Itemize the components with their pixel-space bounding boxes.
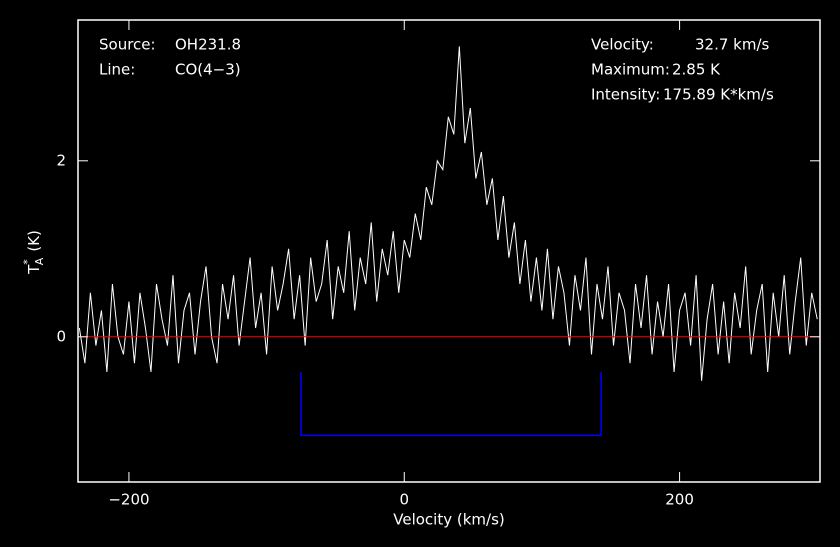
window-box bbox=[300, 372, 602, 437]
y-tick-label: 2 bbox=[56, 151, 66, 169]
info-label: Intensity: bbox=[591, 86, 660, 104]
y-axis-label: T*A (K) bbox=[21, 230, 46, 275]
info-label: Source: bbox=[99, 36, 156, 54]
info-label: Line: bbox=[99, 61, 135, 79]
info-label: Maximum: bbox=[591, 61, 670, 79]
info-value: 175.89 K*km/s bbox=[663, 86, 774, 104]
x-axis-label: Velocity (km/s) bbox=[393, 511, 504, 529]
x-tick-label: 0 bbox=[399, 491, 409, 509]
spectrum bbox=[78, 46, 818, 381]
info-value: 2.85 K bbox=[672, 61, 721, 79]
info-label: Velocity: bbox=[591, 36, 654, 54]
y-tick-label: 0 bbox=[56, 327, 66, 345]
y-label-sub: A bbox=[33, 257, 46, 265]
y-label-unit: (K) bbox=[25, 230, 43, 252]
plot-frame bbox=[77, 19, 821, 483]
y-label-base: T bbox=[25, 264, 43, 275]
info-value: OH231.8 bbox=[175, 36, 241, 54]
x-tick-label: −200 bbox=[108, 491, 149, 509]
info-value: 32.7 km/s bbox=[695, 36, 770, 54]
x-tick-label: 200 bbox=[665, 491, 694, 509]
y-label-sup: * bbox=[21, 259, 34, 265]
info-value: CO(4−3) bbox=[175, 61, 241, 79]
